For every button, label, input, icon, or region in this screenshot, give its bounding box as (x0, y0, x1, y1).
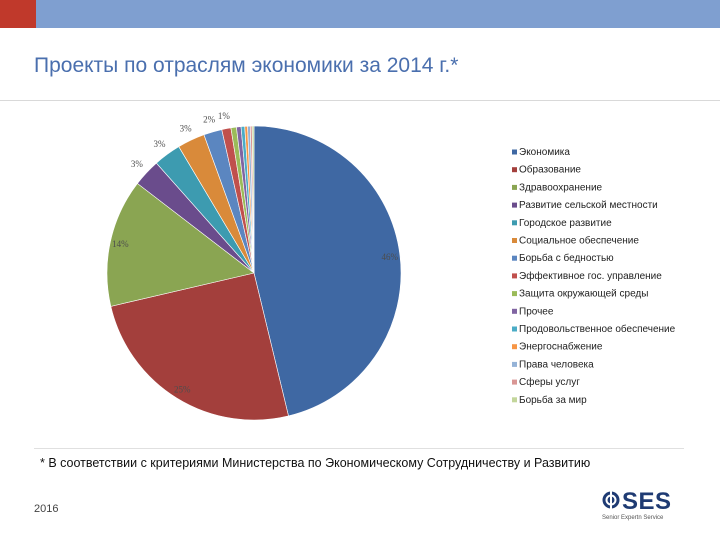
legend-label-9: Защита окружающей среды (519, 289, 648, 300)
ses-logo-text: SES (622, 488, 672, 515)
legend-label-3: Здравоохранение (519, 182, 603, 193)
pie-data-labels: 46% 25% 14% 3% 3% 3% 2% 1% (112, 111, 399, 394)
legend-label-12: Энергоснабжение (519, 341, 603, 353)
pie-chart: 46% 25% 14% 3% 3% 3% 2% 1% Экономика Образование… (106, 111, 676, 421)
legend-label-5: Городское развитие (519, 218, 612, 229)
legend-label-2: Образование (519, 164, 581, 176)
data-label-slice-7: 2% (203, 114, 216, 124)
pie-slice-1 (253, 125, 402, 417)
legend-swatch-1 (512, 149, 517, 155)
legend-swatch-9 (512, 291, 517, 297)
legend-label-8: Эффективное гос. управление (519, 270, 662, 282)
chart-legend: Экономика Образование Здравоохранение Разви… (512, 147, 676, 406)
ses-logo-tagline: Senior Expertn Service (602, 515, 664, 521)
legend-swatch-3 (512, 184, 517, 190)
legend-label-7: Борьба с бедностью (519, 252, 614, 264)
data-label-slice-5: 3% (154, 139, 167, 149)
banner-accent (0, 0, 36, 28)
ses-logo: SES Senior Expertn Service (602, 488, 702, 524)
pie-slice-2 (110, 272, 289, 421)
legend-swatch-14 (512, 379, 517, 385)
legend-swatch-13 (512, 361, 517, 367)
legend-label-11: Продовольственное обеспечение (519, 323, 676, 335)
data-label-slice-3: 14% (112, 239, 129, 249)
pie-slice-15 (251, 125, 255, 274)
slide-year: 2016 (34, 503, 59, 515)
data-label-slice-1: 46% (382, 252, 399, 262)
data-label-slice-8: 1% (218, 111, 231, 121)
legend-swatch-11 (512, 326, 517, 332)
legend-swatch-8 (512, 273, 517, 279)
footnote: * В соответствии с критериями Министерст… (40, 456, 591, 470)
legend-swatch-6 (512, 238, 517, 243)
data-label-slice-2: 25% (174, 384, 191, 394)
legend-swatch-2 (512, 167, 517, 173)
top-banner (0, 0, 720, 28)
ses-logo-icon (602, 491, 620, 509)
legend-swatch-7 (512, 255, 517, 261)
legend-swatch-15 (512, 397, 517, 403)
slide-title: Проекты по отраслям экономики за 2014 г.… (34, 54, 459, 77)
legend-label-15: Борьба за мир (519, 394, 587, 406)
legend-label-13: Права человека (519, 359, 594, 370)
legend-label-1: Экономика (519, 147, 570, 158)
legend-swatch-12 (512, 344, 517, 350)
legend-label-14: Сферы услуг (519, 376, 580, 388)
legend-label-6: Социальное обеспечение (519, 235, 639, 247)
legend-swatch-5 (512, 220, 517, 226)
legend-swatch-4 (512, 202, 517, 208)
pie-slice-3 (106, 183, 255, 307)
legend-label-4: Развитие сельской местности (519, 200, 658, 211)
title-divider (0, 100, 720, 101)
footnote-divider (34, 448, 684, 449)
data-label-slice-6: 3% (180, 123, 193, 133)
legend-swatch-10 (512, 308, 517, 314)
data-label-slice-4: 3% (131, 159, 144, 169)
pie-slices (106, 125, 402, 421)
legend-label-10: Прочее (519, 306, 554, 317)
